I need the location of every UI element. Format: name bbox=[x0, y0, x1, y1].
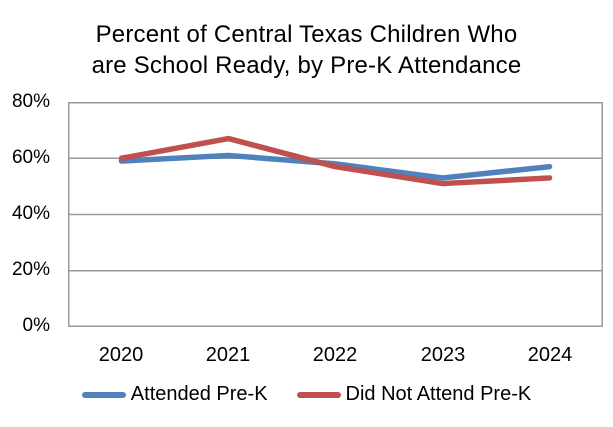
y-axis-tick-label: 20% bbox=[11, 259, 50, 280]
gridlines bbox=[68, 157, 603, 272]
x-axis-tick-label: 2021 bbox=[205, 344, 251, 366]
plot-border bbox=[68, 102, 603, 327]
series-line bbox=[118, 135, 553, 187]
legend: Attended Pre-K Did Not Attend Pre-K bbox=[0, 383, 613, 406]
chart-title: Percent of Central Texas Children Who ar… bbox=[0, 19, 613, 81]
chart-title-line2: are School Ready, by Pre-K Attendance bbox=[91, 52, 522, 79]
y-axis-tick-label: 0% bbox=[22, 315, 50, 336]
x-axis-tick-label: 2022 bbox=[312, 344, 358, 366]
x-axis-tick-label: 2020 bbox=[98, 344, 144, 366]
x-axis-tick-label: 2024 bbox=[527, 344, 573, 366]
series-lines bbox=[118, 135, 553, 187]
y-axis-tick-label: 80% bbox=[11, 91, 50, 112]
legend-item-did-not-attend-pre-k: Did Not Attend Pre-K bbox=[296, 383, 532, 406]
y-axis-tick-label: 40% bbox=[11, 203, 50, 224]
line-swatch-icon bbox=[296, 391, 341, 398]
plot-svg bbox=[68, 102, 603, 327]
y-axis-tick-label: 60% bbox=[11, 147, 50, 168]
legend-label: Did Not Attend Pre-K bbox=[345, 383, 532, 405]
chart-title-line1: Percent of Central Texas Children Who bbox=[95, 21, 518, 48]
line-swatch-icon bbox=[81, 391, 126, 398]
x-axis-tick-label: 2023 bbox=[420, 344, 466, 366]
legend-label: Attended Pre-K bbox=[130, 383, 268, 405]
legend-item-attended-pre-k: Attended Pre-K bbox=[81, 383, 268, 406]
